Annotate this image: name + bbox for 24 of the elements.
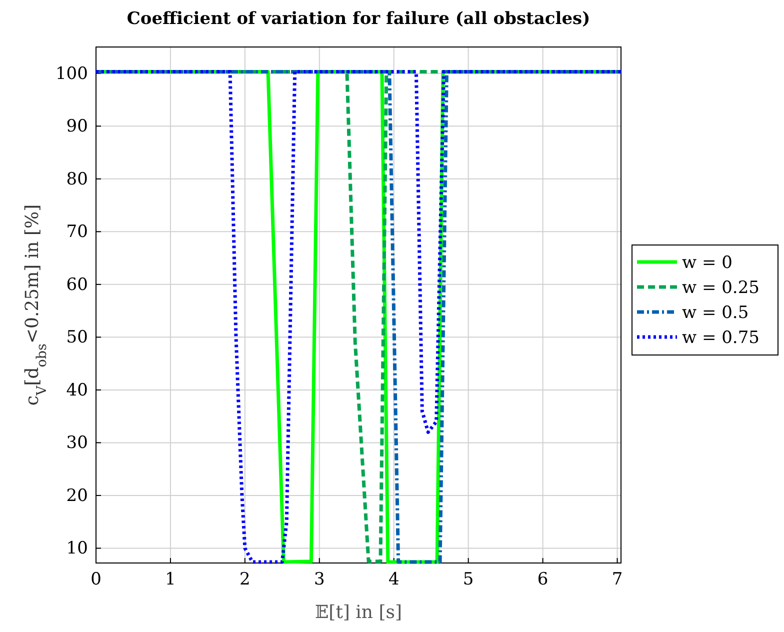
x-axis-title: 𝔼[t] in [s]: [314, 602, 402, 623]
y-tick-label: 20: [66, 486, 88, 506]
y-tick-label: 100: [55, 64, 88, 84]
y-tick-label: 60: [66, 274, 88, 295]
x-tick-label: 5: [462, 570, 474, 590]
x-tick-label: 2: [240, 570, 250, 590]
x-tick-label: 3: [314, 570, 325, 590]
y-tick-label: 80: [66, 169, 88, 190]
legend-label: w = 0.75: [682, 328, 760, 348]
legend-label: w = 0.25: [682, 278, 760, 298]
y-tick-label: 70: [66, 222, 88, 242]
y-tick-label: 10: [66, 538, 88, 559]
x-tick-label: 1: [165, 570, 176, 590]
y-tick-label: 30: [66, 433, 88, 454]
y-tick-label: 40: [66, 380, 88, 400]
y-tick-label: 50: [66, 328, 88, 348]
x-tick-label: 6: [537, 570, 548, 590]
x-tick-label: 7: [612, 570, 623, 590]
y-tick-label: 90: [66, 116, 88, 137]
legend-label: w = 0: [682, 253, 732, 273]
chart-title: Coefficient of variation for failure (all obstacles): [126, 9, 590, 29]
x-tick-label: 0: [90, 570, 102, 590]
x-tick-label: 4: [388, 570, 400, 590]
legend-label: w = 0.5: [682, 303, 749, 323]
